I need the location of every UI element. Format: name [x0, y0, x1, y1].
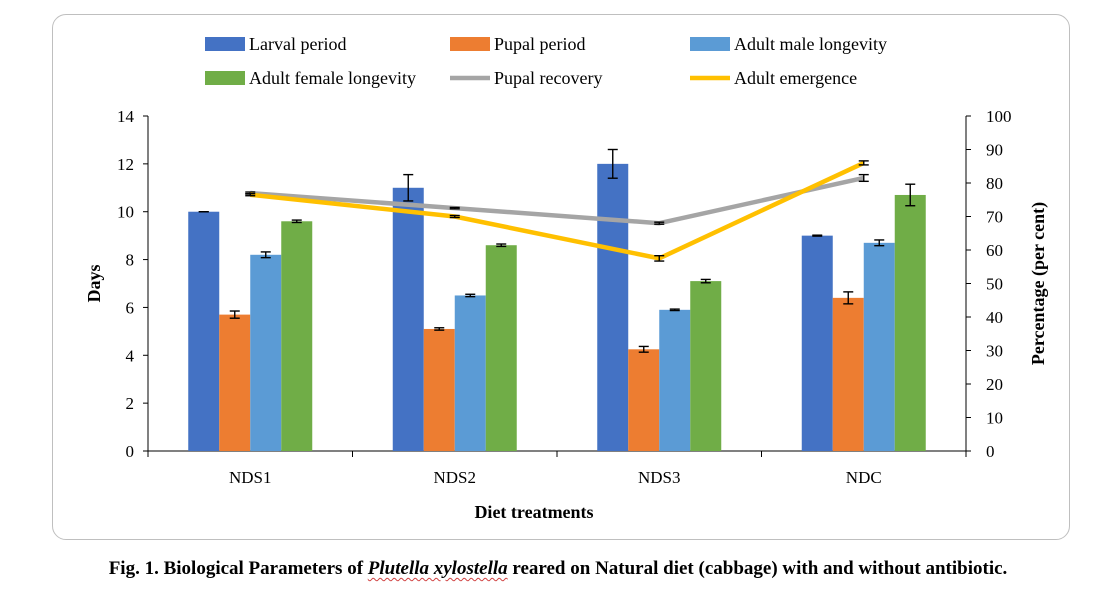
- legend-swatch-pupal-period: [450, 37, 490, 51]
- left-axis-tick-label: 12: [117, 155, 134, 174]
- x-axis-category-label: NDS1: [229, 468, 272, 487]
- bar-adult-male-longevity: [454, 295, 486, 451]
- bar-pupal-period: [219, 314, 251, 451]
- left-axis-title: Days: [84, 264, 104, 302]
- bar-adult-female-longevity: [690, 281, 722, 451]
- legend-label-adult-female-longevity: Adult female longevity: [249, 68, 416, 88]
- legend-label-adult-male-longevity: Adult male longevity: [734, 34, 887, 54]
- bar-larval-period: [801, 235, 833, 451]
- right-axis-tick-label: 0: [986, 442, 995, 461]
- left-axis-tick-label: 0: [126, 442, 135, 461]
- legend-label-larval-period: Larval period: [249, 34, 346, 54]
- legend-swatch-adult-female-longevity: [205, 71, 245, 85]
- right-axis-tick-label: 10: [986, 409, 1003, 428]
- right-axis-tick-label: 80: [986, 174, 1003, 193]
- bar-adult-female-longevity: [485, 245, 517, 451]
- right-axis-title: Percentage (per cent): [1028, 202, 1049, 365]
- bar-pupal-period: [628, 349, 660, 451]
- left-axis-tick-label: 6: [126, 298, 135, 317]
- legend-label-adult-emergence: Adult emergence: [734, 68, 857, 88]
- right-axis-tick-label: 70: [986, 208, 1003, 227]
- bar-adult-male-longevity: [250, 254, 282, 451]
- right-axis-tick-label: 50: [986, 275, 1003, 294]
- right-axis-tick-label: 60: [986, 241, 1003, 260]
- caption-suffix: reared on Natural diet (cabbage) with an…: [507, 558, 1008, 579]
- bar-pupal-period: [832, 297, 864, 451]
- right-axis-tick-label: 20: [986, 375, 1003, 394]
- left-axis-tick-label: 10: [117, 203, 134, 222]
- bar-pupal-period: [423, 328, 455, 451]
- legend-label-pupal-period: Pupal period: [494, 34, 586, 54]
- left-axis-tick-label: 14: [117, 107, 135, 126]
- left-axis-tick-label: 8: [126, 251, 135, 270]
- bar-adult-female-longevity: [281, 221, 313, 451]
- x-axis-category-label: NDC: [846, 468, 882, 487]
- bar-adult-male-longevity: [863, 242, 895, 451]
- x-axis-category-label: NDS3: [638, 468, 681, 487]
- caption-prefix: Fig. 1. Biological Parameters of: [108, 558, 368, 579]
- left-axis-tick-label: 2: [126, 394, 135, 413]
- chart-frame: [52, 14, 1070, 540]
- right-axis-tick-label: 40: [986, 308, 1003, 327]
- bar-adult-female-longevity: [894, 194, 926, 451]
- bar-larval-period: [188, 211, 220, 451]
- legend-swatch-adult-male-longevity: [690, 37, 730, 51]
- figure-caption: Fig. 1. Biological Parameters of Plutell…: [0, 558, 1116, 580]
- legend-label-pupal-recovery: Pupal recovery: [494, 68, 602, 88]
- bar-larval-period: [392, 187, 424, 452]
- x-axis-category-label: NDS2: [433, 468, 476, 487]
- right-axis-tick-label: 100: [986, 107, 1012, 126]
- bar-larval-period: [597, 163, 629, 451]
- left-axis-tick-label: 4: [126, 346, 135, 365]
- right-axis-tick-label: 30: [986, 342, 1003, 361]
- legend-swatch-larval-period: [205, 37, 245, 51]
- caption-species: Plutella xylostella: [367, 558, 508, 579]
- bar-adult-male-longevity: [659, 309, 691, 451]
- line-adult-emergence: [250, 160, 865, 261]
- line-pupal-recovery: [250, 175, 865, 226]
- x-axis-title: Diet treatments: [474, 502, 593, 522]
- right-axis-tick-label: 90: [986, 141, 1003, 160]
